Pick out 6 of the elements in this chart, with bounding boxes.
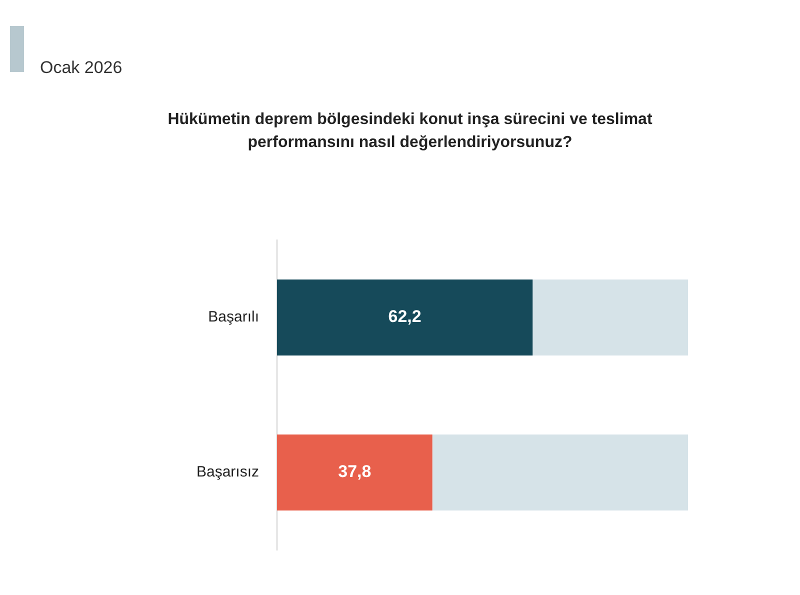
text: Ocak 2026 <box>40 58 122 78</box>
y-tick-label: Başarılı <box>208 308 259 326</box>
y-tick-label: Başarısız <box>196 464 259 481</box>
chart-title: Hükümetin deprem bölgesindeki konut inşa sürecini ve teslimat performansını nasıl değerlendiriyorsunuz? <box>166 110 654 153</box>
data-label: 37,8 <box>338 462 372 482</box>
data-label: 62,2 <box>388 307 422 326</box>
